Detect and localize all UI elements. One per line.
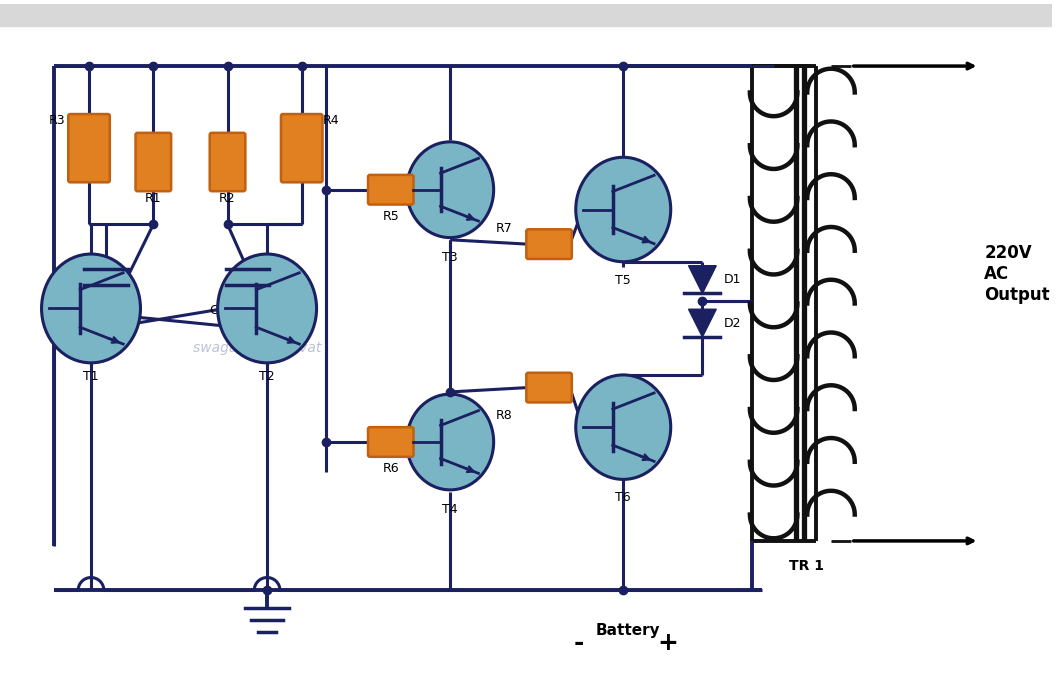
Text: T2: T2 [259, 370, 275, 383]
FancyBboxPatch shape [136, 133, 171, 191]
Text: C1: C1 [68, 304, 85, 318]
Text: -: - [573, 631, 584, 655]
Text: 220V
AC
Output: 220V AC Output [984, 244, 1050, 304]
Text: R1: R1 [145, 192, 161, 205]
Ellipse shape [218, 254, 316, 363]
Text: swagatam innovat: swagatam innovat [193, 341, 322, 355]
Text: T1: T1 [83, 370, 99, 383]
Text: T6: T6 [616, 491, 631, 505]
Text: T4: T4 [442, 503, 458, 517]
Ellipse shape [407, 142, 494, 237]
FancyBboxPatch shape [527, 230, 571, 259]
Text: TR 1: TR 1 [789, 558, 824, 573]
FancyBboxPatch shape [369, 175, 413, 205]
Text: D2: D2 [724, 317, 741, 329]
Text: R2: R2 [219, 192, 236, 205]
Text: T5: T5 [615, 274, 631, 287]
Text: R6: R6 [382, 462, 399, 475]
Text: +: + [657, 631, 679, 655]
Text: Battery: Battery [596, 623, 661, 638]
FancyBboxPatch shape [68, 114, 109, 182]
FancyBboxPatch shape [209, 133, 245, 191]
Ellipse shape [576, 157, 671, 262]
Polygon shape [688, 266, 716, 293]
Text: R4: R4 [323, 114, 340, 126]
Text: R8: R8 [496, 409, 513, 422]
Ellipse shape [41, 254, 140, 363]
FancyBboxPatch shape [527, 373, 571, 403]
Text: T3: T3 [442, 251, 458, 264]
Text: D1: D1 [724, 273, 741, 286]
Ellipse shape [576, 375, 671, 480]
Text: R7: R7 [496, 223, 513, 235]
FancyBboxPatch shape [281, 114, 323, 182]
Text: C2: C2 [209, 304, 226, 318]
Ellipse shape [407, 394, 494, 490]
Polygon shape [688, 309, 716, 337]
Text: R5: R5 [382, 209, 399, 223]
Text: R3: R3 [49, 114, 66, 126]
FancyBboxPatch shape [369, 427, 413, 456]
